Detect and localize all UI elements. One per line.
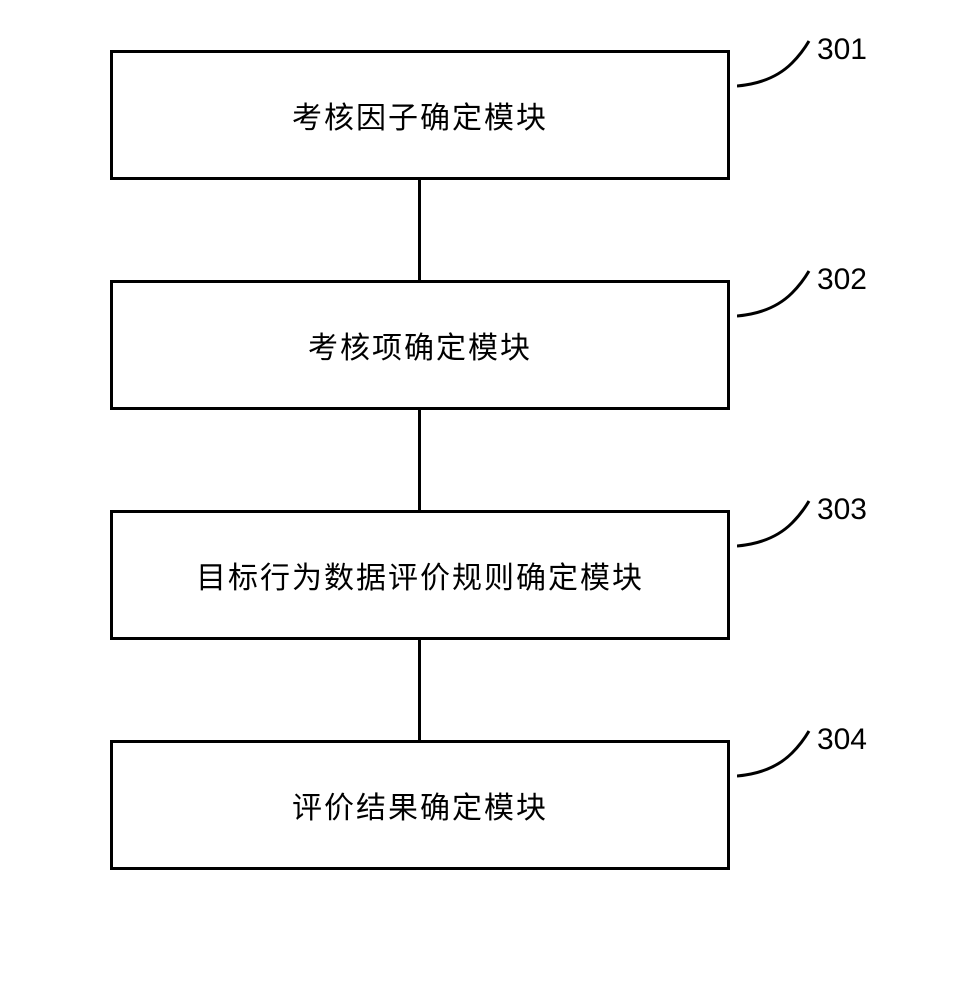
flowchart-box-2: 考核项确定模块 302 <box>110 280 730 410</box>
flowchart-box-4: 评价结果确定模块 304 <box>110 740 730 870</box>
box-text: 评价结果确定模块 <box>292 783 548 827</box>
box-label-group: 301 <box>737 38 867 88</box>
box-label-group: 302 <box>737 268 867 318</box>
box-text: 考核项确定模块 <box>308 323 532 367</box>
box-label: 303 <box>817 493 867 527</box>
label-curve-icon <box>737 38 812 88</box>
label-curve-icon <box>737 498 812 548</box>
flowchart-box-3: 目标行为数据评价规则确定模块 303 <box>110 510 730 640</box>
box-label: 302 <box>817 263 867 297</box>
connector-1 <box>418 180 421 280</box>
flowchart-box-1: 考核因子确定模块 301 <box>110 50 730 180</box>
box-label: 301 <box>817 33 867 67</box>
box-label-group: 304 <box>737 728 867 778</box>
label-curve-icon <box>737 268 812 318</box>
box-label-group: 303 <box>737 498 867 548</box>
box-label: 304 <box>817 723 867 757</box>
connector-3 <box>418 640 421 740</box>
connector-2 <box>418 410 421 510</box>
box-text: 考核因子确定模块 <box>292 93 548 137</box>
label-curve-icon <box>737 728 812 778</box>
flowchart-diagram: 考核因子确定模块 301 考核项确定模块 302 目标行为数据评价规则确定模块 … <box>110 50 870 870</box>
box-text: 目标行为数据评价规则确定模块 <box>196 553 644 597</box>
